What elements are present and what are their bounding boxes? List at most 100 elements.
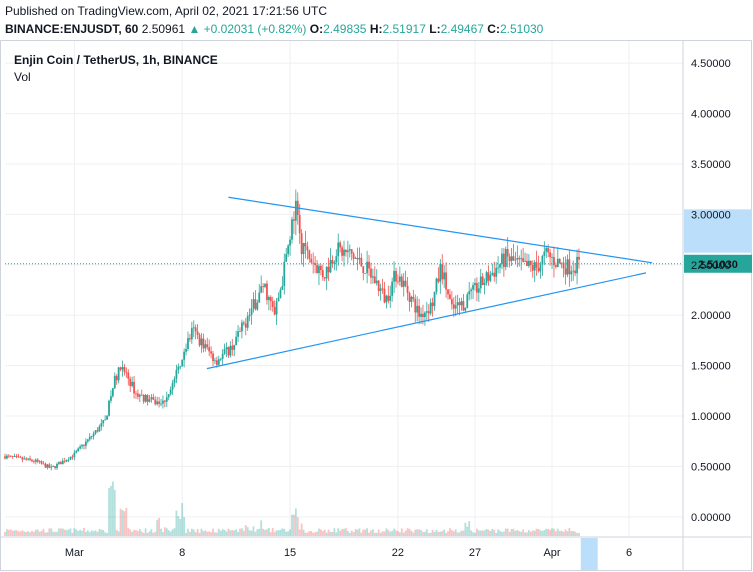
candle-body-298 <box>578 256 580 260</box>
volume-bar-115 <box>225 531 228 536</box>
volume-bar-242 <box>470 530 473 536</box>
volume-bar-12 <box>27 531 30 536</box>
volume-bar-39 <box>79 529 82 536</box>
volume-bar-103 <box>202 531 205 536</box>
y-tick-label-4: 2.50000 <box>691 260 731 272</box>
candle-body-143 <box>279 289 282 298</box>
volume-bar-84 <box>165 528 168 536</box>
volume-bar-125 <box>244 525 247 536</box>
volume-bar-92 <box>181 503 184 536</box>
volume-bar-93 <box>183 517 186 536</box>
candle-body-71 <box>140 394 143 396</box>
x-tick-label-5: Apr <box>543 547 560 559</box>
trendlines <box>206 196 653 370</box>
volume-bar-183 <box>356 529 359 536</box>
candle-body-122 <box>239 331 241 333</box>
volume-bar-149 <box>291 514 293 536</box>
candle-body-72 <box>142 394 145 402</box>
volume-bar-112 <box>219 530 222 536</box>
volume-bar-101 <box>198 532 201 536</box>
candle-body-73 <box>144 394 147 402</box>
candle-body-68 <box>135 393 137 395</box>
candle-body-55 <box>110 396 112 401</box>
candle-body-235 <box>456 302 459 306</box>
chart-frame <box>0 40 752 571</box>
candle-body-196 <box>381 288 384 290</box>
candle-body-173 <box>337 242 340 257</box>
volume-bar-249 <box>483 530 486 536</box>
volume-bar-153 <box>298 529 301 536</box>
volume-bar-225 <box>437 531 440 536</box>
volume-bar-133 <box>260 520 263 536</box>
candle-body-33 <box>67 459 70 461</box>
volume-bar-63 <box>125 507 128 536</box>
volume-bar-298 <box>578 532 580 536</box>
y-tick-label-9: 0.00000 <box>691 512 731 524</box>
candle-body-266 <box>516 257 519 260</box>
candle-body-180 <box>350 249 353 254</box>
volume-bar-188 <box>366 528 369 536</box>
volume-bar-212 <box>412 532 415 536</box>
candle-body-226 <box>439 264 442 282</box>
candle-body-94 <box>185 348 187 352</box>
candle-body-92 <box>181 359 184 367</box>
volume-bar-192 <box>373 532 376 536</box>
volume-bar-131 <box>256 529 259 536</box>
volume-bar-259 <box>502 531 505 536</box>
candle-body-247 <box>479 276 482 289</box>
volume-bar-271 <box>526 532 528 536</box>
volume-bar-179 <box>348 532 351 536</box>
candle-body-220 <box>427 311 430 314</box>
candle-body-123 <box>241 322 243 332</box>
candle-body-263 <box>510 256 513 262</box>
volume-bar-173 <box>337 528 340 536</box>
volume-legend: Vol <box>14 70 31 84</box>
candle-body-198 <box>385 295 388 303</box>
candle-body-265 <box>514 259 517 261</box>
candle-body-112 <box>219 358 222 360</box>
volume-bar-232 <box>450 530 453 536</box>
candle-body-251 <box>487 272 490 281</box>
candle-body-278 <box>539 264 542 272</box>
volume-bar-25 <box>52 531 55 536</box>
y-tick-label-5: 2.00000 <box>691 310 731 322</box>
candle-body-2 <box>7 455 10 457</box>
candle-body-59 <box>117 367 120 381</box>
candle-body-43 <box>86 439 89 442</box>
candle-body-146 <box>285 254 288 262</box>
volume-bar-281 <box>545 528 548 536</box>
candle-body-113 <box>221 353 224 359</box>
high-value: 2.51917 <box>382 22 426 36</box>
volume-bar-69 <box>137 531 139 536</box>
volume-bar-47 <box>94 530 97 536</box>
trendline-0 <box>228 196 653 264</box>
candle-body-64 <box>127 372 130 379</box>
candle-body-219 <box>425 311 428 313</box>
candle-body-275 <box>533 262 536 271</box>
volume-bar-231 <box>449 528 451 536</box>
symbol-legend: Enjin Coin / TetherUS, 1h, BINANCE <box>14 53 218 67</box>
volume-bar-203 <box>395 530 397 536</box>
volume-bar-97 <box>190 528 193 536</box>
volume-bar-18 <box>38 531 41 536</box>
candle-body-254 <box>493 272 496 277</box>
volume-bar-99 <box>194 532 197 536</box>
volume-bar-296 <box>574 531 577 536</box>
y-tick-label-3: 3.00000 <box>691 209 731 221</box>
candle-body-76 <box>150 397 153 400</box>
volume-bar-0 <box>4 531 6 536</box>
candle-body-119 <box>233 344 236 350</box>
volume-bar-83 <box>163 527 166 536</box>
volume-bar-279 <box>541 531 544 536</box>
volume-bar-23 <box>48 528 51 536</box>
volume-bar-70 <box>138 528 141 536</box>
candle-body-80 <box>158 401 160 404</box>
candle-body-98 <box>192 327 195 329</box>
candle-body-272 <box>528 260 530 267</box>
volume-bar-148 <box>289 529 291 536</box>
candle-body-141 <box>275 301 278 315</box>
candle-body-177 <box>345 249 347 253</box>
volume-bar-240 <box>466 526 469 536</box>
volume-bar-50 <box>100 529 103 536</box>
